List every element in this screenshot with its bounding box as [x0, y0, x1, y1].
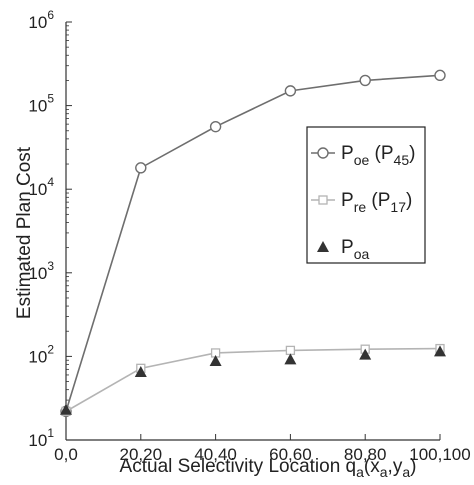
- circle-marker: [209, 120, 222, 133]
- x-tick-label: 0,0: [54, 445, 78, 464]
- legend-entry: Pre (P17): [341, 190, 412, 215]
- y-tick-label: 103: [28, 259, 54, 283]
- legend: Poe (P45) Pre (P17) Poa: [306, 126, 426, 264]
- square-marker: [285, 345, 296, 356]
- legend-entry: Poe (P45): [341, 143, 415, 168]
- triangle-marker: [317, 241, 329, 252]
- triangle-marker: [284, 353, 297, 365]
- circle-marker: [359, 74, 371, 87]
- y-tick-label: 105: [28, 92, 54, 116]
- x-axis-title: Actual Selectivity Location qa(xa,ya): [120, 456, 417, 480]
- triangle-marker: [359, 348, 372, 360]
- y-tick-label: 102: [28, 342, 54, 366]
- circle-marker: [434, 69, 446, 82]
- triangle-marker: [134, 366, 147, 378]
- x-tick-label: 60,60: [269, 445, 312, 464]
- series-line: [65, 74, 441, 412]
- series-2: [60, 345, 446, 415]
- series-0: [60, 69, 446, 418]
- y-axis-title: Estimated Plan Cost: [14, 146, 35, 319]
- circle-marker: [317, 147, 329, 159]
- y-tick-label: 104: [28, 175, 54, 199]
- y-tick-label: 101: [28, 426, 54, 450]
- triangle-marker: [209, 355, 222, 367]
- triangle-marker: [434, 345, 446, 357]
- x-tick-label: 40,40: [194, 445, 237, 464]
- x-tick-label: 20,20: [120, 445, 163, 464]
- axes: 101 102 103 104 105 106 0,0 20,20 40,40 60,60 80,8…: [28, 8, 470, 464]
- circle-marker: [135, 162, 147, 174]
- series-line: [65, 347, 441, 413]
- y-tick-label: 106: [28, 8, 54, 32]
- x-tick-label: 100,100: [409, 445, 470, 464]
- square-marker: [318, 195, 328, 205]
- triangle-marker: [60, 403, 72, 415]
- series-1: [61, 343, 445, 417]
- legend-entry: Poa: [341, 237, 369, 262]
- circle-marker: [284, 85, 297, 97]
- series-layer: [60, 69, 446, 418]
- x-tick-label: 80,80: [344, 445, 387, 464]
